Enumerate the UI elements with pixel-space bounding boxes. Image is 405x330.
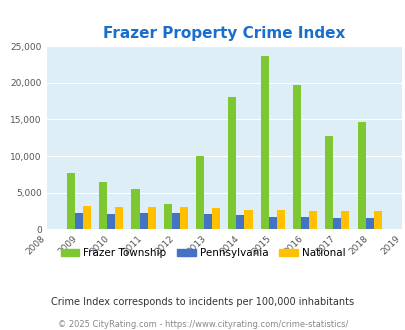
- Bar: [324, 136, 333, 229]
- Bar: [179, 207, 188, 229]
- Bar: [196, 156, 204, 229]
- Bar: [67, 173, 75, 229]
- Bar: [373, 211, 381, 229]
- Bar: [308, 211, 316, 229]
- Bar: [268, 217, 276, 229]
- Text: © 2025 CityRating.com - https://www.cityrating.com/crime-statistics/: © 2025 CityRating.com - https://www.city…: [58, 319, 347, 329]
- Bar: [244, 210, 252, 229]
- Bar: [115, 207, 123, 229]
- Text: Crime Index corresponds to incidents per 100,000 inhabitants: Crime Index corresponds to incidents per…: [51, 297, 354, 307]
- Bar: [212, 208, 220, 229]
- Bar: [357, 122, 365, 229]
- Bar: [365, 218, 373, 229]
- Bar: [276, 210, 284, 229]
- Bar: [300, 217, 308, 229]
- Bar: [260, 56, 268, 229]
- Bar: [107, 214, 115, 229]
- Bar: [131, 189, 139, 229]
- Bar: [341, 211, 349, 229]
- Legend: Frazer Township, Pennsylvania, National: Frazer Township, Pennsylvania, National: [56, 244, 349, 262]
- Bar: [139, 213, 147, 229]
- Bar: [292, 85, 300, 229]
- Bar: [163, 205, 171, 229]
- Bar: [171, 213, 179, 229]
- Bar: [204, 214, 212, 229]
- Bar: [236, 215, 244, 229]
- Title: Frazer Property Crime Index: Frazer Property Crime Index: [103, 26, 345, 41]
- Bar: [333, 217, 341, 229]
- Bar: [83, 206, 91, 229]
- Bar: [99, 182, 107, 229]
- Bar: [75, 213, 83, 229]
- Bar: [147, 207, 155, 229]
- Bar: [228, 97, 236, 229]
